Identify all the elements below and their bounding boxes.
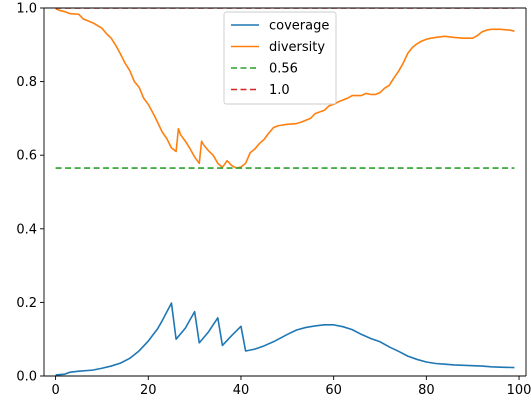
legend-label: 0.56 xyxy=(269,62,298,77)
y-tick-label: 0.6 xyxy=(16,149,37,164)
x-tick-label: 0 xyxy=(51,383,59,398)
legend-label: 1.0 xyxy=(269,83,290,98)
y-tick-label: 0.0 xyxy=(16,370,37,385)
y-tick-label: 1.0 xyxy=(16,2,37,17)
legend-label: diversity xyxy=(269,40,325,55)
x-tick-label: 60 xyxy=(325,383,342,398)
axes xyxy=(43,7,527,377)
y-axis-ticks: 0.0 0.2 0.4 0.6 0.8 1.0 xyxy=(16,2,44,385)
series-line-diversity xyxy=(55,8,515,169)
legend: coverage diversity 0.56 1.0 xyxy=(223,11,337,105)
x-tick-label: 100 xyxy=(507,383,531,398)
x-tick-label: 20 xyxy=(140,383,157,398)
y-tick-label: 0.4 xyxy=(16,222,37,237)
x-axis-ticks: 0 20 40 60 80 100 xyxy=(51,376,531,398)
x-tick-label: 40 xyxy=(233,383,250,398)
y-tick-label: 0.8 xyxy=(16,75,37,90)
x-tick-label: 80 xyxy=(418,383,435,398)
legend-label: coverage xyxy=(269,19,329,34)
legend-box xyxy=(223,11,337,105)
y-tick-label: 0.2 xyxy=(16,296,37,311)
series-lines xyxy=(55,8,515,376)
series-line-coverage xyxy=(55,302,515,376)
